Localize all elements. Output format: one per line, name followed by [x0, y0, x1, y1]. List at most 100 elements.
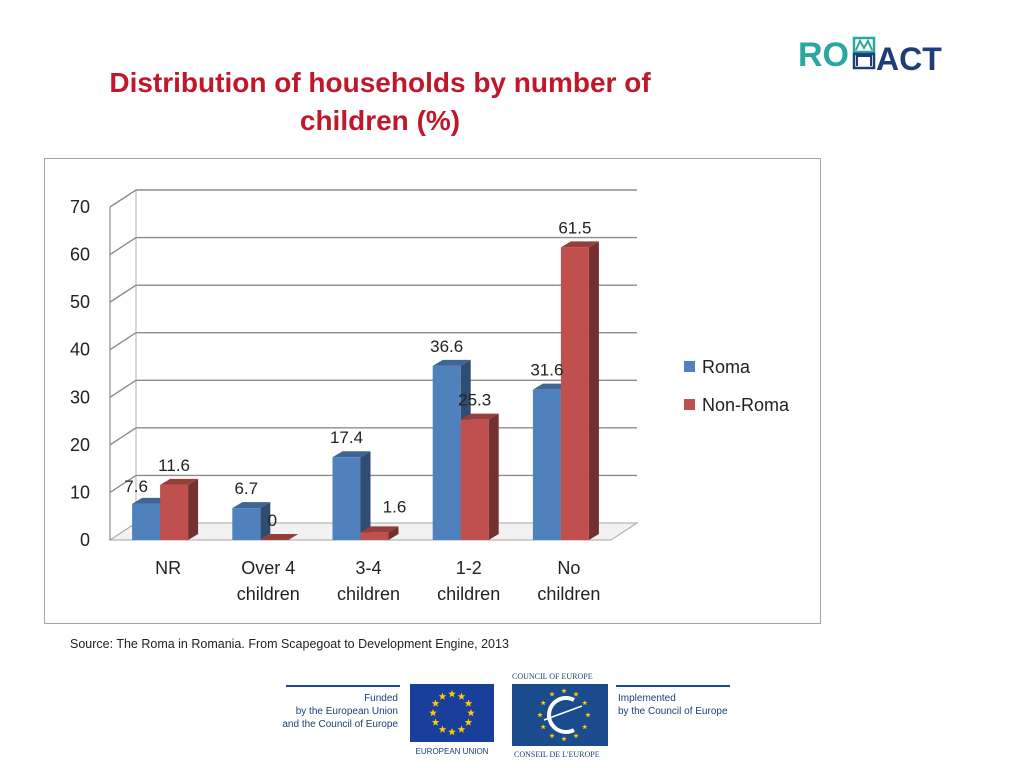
bar-front — [360, 532, 389, 540]
star-icon — [582, 700, 588, 706]
data-label: 25.3 — [458, 391, 491, 410]
data-label: 31.6 — [530, 361, 563, 380]
title-line-2: children (%) — [299, 105, 461, 136]
gridline-diag — [109, 332, 137, 351]
implemented-line-2: by the Council of Europe — [618, 706, 728, 717]
bar-non-roma — [560, 241, 599, 540]
funded-line-1: Funded — [364, 693, 398, 704]
coe-flag — [512, 684, 608, 746]
bar-roma — [232, 502, 271, 540]
legend-label: Roma — [702, 357, 751, 377]
bar-top — [332, 451, 371, 458]
bar-chart: 0 10 20 30 40 50 60 70 7.6 11.6 NR 6.7 0 Over 4 childr… — [70, 189, 790, 604]
y-tick-label: 30 — [70, 387, 90, 407]
bar-non-roma — [160, 478, 199, 540]
data-label: 17.4 — [330, 428, 363, 447]
legend-label: Non-Roma — [702, 395, 790, 415]
data-label: 6.7 — [234, 479, 258, 498]
bar-side — [260, 502, 271, 540]
bar-front — [432, 365, 461, 540]
star-icon — [457, 692, 466, 700]
star-icon — [448, 690, 456, 698]
implemented-line-1: Implemented — [618, 693, 676, 704]
data-label: 7.6 — [124, 477, 148, 496]
x-tick-label: children — [537, 584, 600, 604]
bar-front — [132, 503, 161, 540]
x-tick-label: children — [237, 584, 300, 604]
y-tick-label: 10 — [70, 482, 90, 502]
bar-top — [160, 478, 199, 485]
star-icon — [540, 724, 546, 730]
bar-front — [460, 419, 489, 540]
bar-top — [260, 534, 299, 540]
star-icon — [561, 688, 567, 694]
x-tick-label: No — [557, 558, 580, 578]
bar-side — [388, 526, 399, 540]
x-tick-label: children — [437, 584, 500, 604]
bar-side — [588, 241, 599, 540]
y-tick-label: 60 — [70, 245, 90, 265]
bar-top — [460, 413, 499, 420]
y-tick-label: 40 — [70, 340, 90, 360]
bars-layer — [132, 241, 599, 540]
x-tick-label: 3-4 — [355, 558, 381, 578]
bar-non-roma — [460, 413, 499, 540]
coe-stars — [537, 688, 591, 742]
data-label: 11.6 — [158, 456, 190, 475]
funded-line-3: and the Council of Europe — [282, 719, 398, 730]
eu-stars — [429, 690, 475, 736]
bar-front — [232, 508, 261, 540]
bar-roma — [332, 451, 371, 540]
coe-top-label: COUNCIL OF EUROPE — [512, 672, 593, 681]
bar-front — [160, 484, 189, 540]
data-label: 36.6 — [430, 337, 463, 356]
eu-label: EUROPEAN UNION — [416, 747, 489, 756]
labels-layer: 0 10 20 30 40 50 60 70 7.6 11.6 NR 6.7 0 Over 4 childr… — [70, 197, 600, 604]
data-label: 61.5 — [558, 218, 591, 237]
star-icon — [464, 699, 473, 707]
logo-text-act: ACT — [876, 41, 942, 76]
star-icon — [573, 691, 579, 697]
bar-front — [332, 457, 361, 540]
star-icon — [561, 736, 567, 742]
gridline-diag — [109, 284, 137, 303]
footer-logos: Funded by the European Union and the Cou… — [282, 672, 730, 759]
bar-top — [360, 526, 399, 533]
bar-side — [360, 451, 371, 540]
gridline-diag — [109, 474, 137, 494]
star-icon — [448, 728, 456, 736]
star-icon — [431, 718, 440, 726]
coe-emblem — [543, 696, 583, 734]
y-tick-label: 50 — [70, 292, 90, 312]
x-tick-label: Over 4 — [241, 558, 295, 578]
bar-non-roma — [260, 534, 299, 540]
y-tick-label: 70 — [70, 197, 90, 217]
source-note: Source: The Roma in Romania. From Scapeg… — [70, 637, 509, 651]
star-icon — [438, 725, 447, 733]
data-label: 0 — [268, 511, 277, 530]
star-icon — [540, 700, 546, 706]
gridline-diag — [109, 379, 137, 398]
star-icon — [438, 692, 447, 700]
logo-text-ro: RO — [798, 36, 849, 74]
data-label: 1.6 — [383, 497, 407, 516]
chart-title: Distribution of households by number of … — [60, 64, 700, 140]
x-tick-label: 1-2 — [456, 558, 482, 578]
bar-front — [560, 247, 589, 540]
star-icon — [549, 732, 555, 739]
logo-mark — [852, 36, 876, 70]
star-icon — [582, 724, 588, 730]
star-icon — [457, 725, 466, 733]
funded-line-2: by the European Union — [296, 706, 398, 717]
gridline-diag — [109, 189, 137, 208]
bar-top — [560, 241, 599, 248]
x-tick-label: children — [337, 584, 400, 604]
chart-frame — [44, 158, 821, 624]
legend-swatch — [684, 361, 695, 372]
star-icon — [467, 709, 475, 717]
coe-bottom-label: CONSEIL DE L'EUROPE — [514, 750, 600, 759]
y-tick-label: 0 — [80, 530, 90, 550]
title-line-1: Distribution of households by number of — [109, 67, 651, 98]
star-icon — [585, 712, 591, 718]
star-icon — [431, 699, 440, 707]
